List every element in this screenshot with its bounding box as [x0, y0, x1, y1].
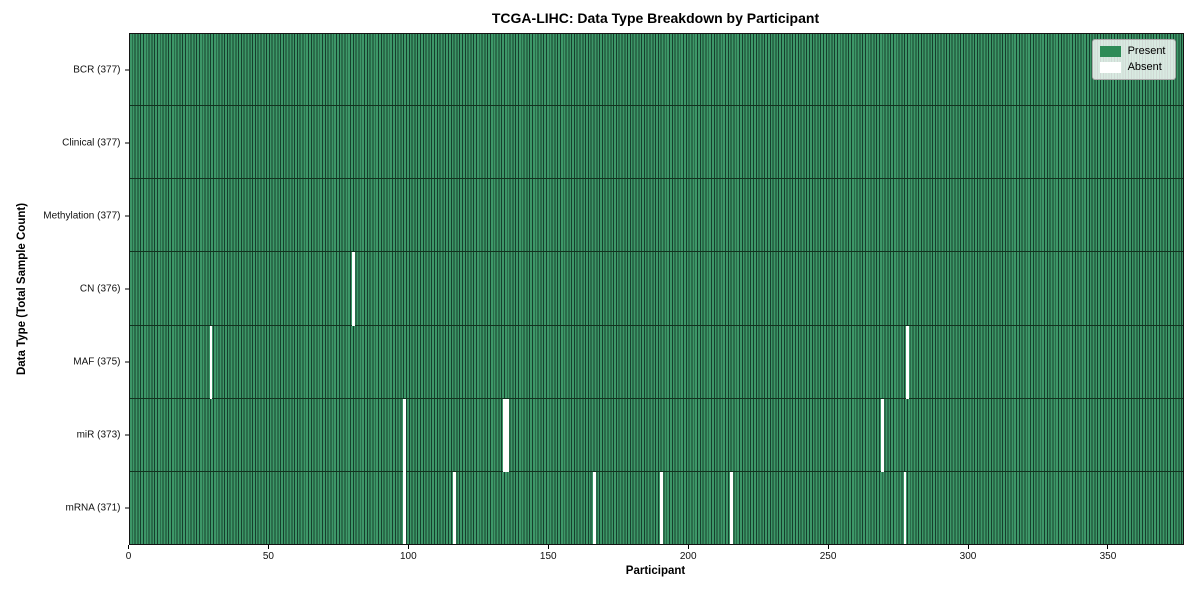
x-tick-mark — [967, 545, 969, 549]
plot-area: Present Absent BCR (377) Clinical (377) Met… — [43, 33, 1184, 562]
y-tick-mark — [124, 507, 129, 509]
y-tick-label: CN (376) — [79, 283, 121, 295]
x-tick-mark — [547, 545, 549, 549]
y-tick-mark — [124, 361, 129, 363]
absent-cell-mrna-277 — [903, 471, 907, 545]
y-tick-mark — [124, 69, 129, 71]
x-tick-label: 50 — [262, 551, 274, 562]
absent-cell-mrna-98 — [402, 471, 406, 545]
x-tick-label: 100 — [399, 551, 417, 562]
y-tick-label: miR (373) — [76, 429, 121, 441]
legend-swatch-absent — [1099, 62, 1121, 73]
x-tick-mark — [407, 545, 409, 549]
y-tick-mark — [124, 142, 129, 144]
y-tick-mark — [124, 215, 129, 217]
heatmap-row-cn — [128, 252, 1184, 326]
x-tick-label: 350 — [1099, 551, 1117, 562]
x-tick-label: 150 — [539, 551, 557, 562]
legend: Present Absent — [1091, 39, 1176, 80]
legend-swatch-present — [1099, 46, 1121, 57]
y-tick-label: MAF (375) — [73, 356, 121, 368]
x-axis-label: Participant — [625, 565, 686, 577]
heatmap-row-mir — [128, 398, 1184, 472]
heatmap-row-maf — [128, 325, 1184, 399]
legend-label: Absent — [1127, 61, 1162, 73]
absent-cell-maf-278 — [906, 325, 910, 399]
absent-cell-mrna-166 — [593, 471, 596, 545]
y-tick-label: mRNA (371) — [65, 502, 121, 514]
x-tick-label: 300 — [959, 551, 977, 562]
y-tick-label: Clinical (377) — [62, 137, 121, 149]
absent-cell-mir-269 — [881, 398, 885, 472]
y-tick-label: Methylation (377) — [43, 210, 121, 222]
y-axis-label: Data Type (Total Sample Count) — [16, 202, 28, 376]
x-tick-mark — [687, 545, 689, 549]
legend-item-absent: Absent — [1099, 61, 1166, 73]
chart-title: TCGA-LIHC: Data Type Breakdown by Partic… — [491, 10, 820, 26]
x-tick-label: 0 — [125, 551, 132, 562]
legend-item-present: Present — [1099, 45, 1166, 57]
x-tick-label: 200 — [679, 551, 697, 562]
x-tick-label: 250 — [819, 551, 837, 562]
absent-cell-maf-29 — [209, 325, 213, 399]
absent-cell-mir-135 — [506, 398, 510, 472]
x-tick-mark — [827, 545, 829, 549]
x-tick-mark — [1107, 545, 1109, 549]
absent-cell-mrna-116 — [453, 471, 456, 545]
y-tick-mark — [124, 434, 129, 436]
heatmap-row-bcr — [128, 33, 1184, 107]
x-tick-mark — [267, 545, 269, 549]
heatmap-row-mrna — [128, 471, 1184, 545]
absent-cell-mrna-215 — [730, 471, 733, 545]
absent-cell-mir-134 — [503, 398, 507, 472]
heatmap-row-clinical — [128, 106, 1184, 180]
y-tick-mark — [124, 288, 129, 290]
absent-cell-cn-80 — [352, 252, 356, 326]
absent-cell-mrna-190 — [660, 471, 663, 545]
heatmap-row-methylation — [128, 179, 1184, 253]
y-tick-label: BCR (377) — [73, 64, 121, 76]
x-tick-mark — [128, 545, 129, 549]
absent-cell-mir-98 — [402, 398, 406, 472]
legend-label: Present — [1127, 45, 1166, 57]
